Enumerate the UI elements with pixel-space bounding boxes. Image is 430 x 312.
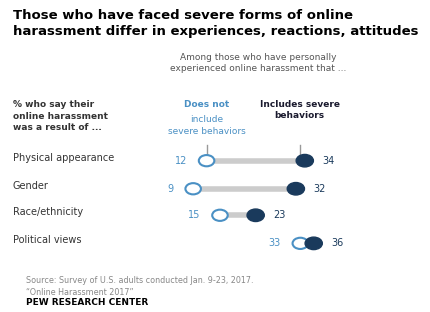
Circle shape (212, 210, 227, 221)
Circle shape (295, 154, 313, 167)
Text: % who say their
online harassment
was a result of ...: % who say their online harassment was a … (13, 100, 108, 132)
Text: 12: 12 (175, 156, 187, 166)
Text: PEW RESEARCH CENTER: PEW RESEARCH CENTER (26, 298, 148, 307)
Text: Physical appearance: Physical appearance (13, 153, 114, 163)
Text: Political views: Political views (13, 235, 81, 245)
Text: include
severe behaviors: include severe behaviors (168, 115, 245, 135)
Circle shape (246, 209, 264, 222)
Circle shape (292, 238, 307, 249)
Text: 36: 36 (330, 238, 342, 248)
Text: 15: 15 (188, 210, 200, 220)
Circle shape (286, 183, 304, 195)
Text: Among those who have personally
experienced online harassment that ...: Among those who have personally experien… (170, 53, 346, 73)
Text: Source: Survey of U.S. adults conducted Jan. 9-23, 2017.
“Online Harassment 2017: Source: Survey of U.S. adults conducted … (26, 276, 253, 297)
Text: 34: 34 (321, 156, 334, 166)
Text: 32: 32 (312, 184, 325, 194)
Circle shape (198, 155, 214, 166)
Text: 9: 9 (167, 184, 173, 194)
Text: Race/ethnicity: Race/ethnicity (13, 207, 83, 217)
Text: 23: 23 (272, 210, 285, 220)
Text: Those who have faced severe forms of online
harassment differ in experiences, re: Those who have faced severe forms of onl… (13, 9, 418, 38)
Text: Includes severe
behaviors: Includes severe behaviors (259, 100, 339, 120)
Circle shape (304, 237, 322, 250)
Text: 33: 33 (268, 238, 280, 248)
Circle shape (185, 183, 200, 194)
Text: Gender: Gender (13, 181, 49, 191)
Text: Does not: Does not (184, 100, 229, 109)
